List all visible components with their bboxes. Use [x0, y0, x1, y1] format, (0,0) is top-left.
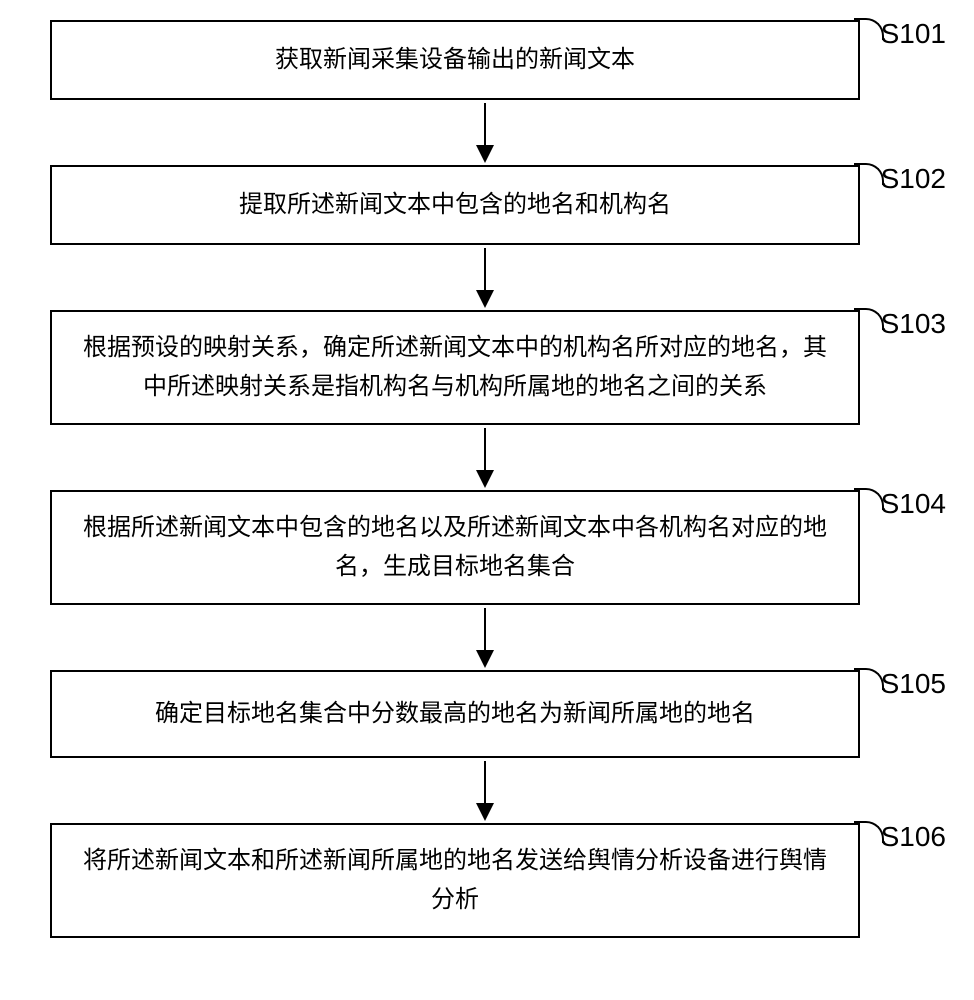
label-connector [854, 668, 884, 690]
flowchart-step: 将所述新闻文本和所述新闻所属地的地名发送给舆情分析设备进行舆情分析S106 [50, 823, 860, 938]
flowchart-step: 获取新闻采集设备输出的新闻文本S101 [50, 20, 860, 100]
label-connector [854, 488, 884, 510]
arrow-down-icon [50, 758, 920, 823]
arrow-down-icon [50, 425, 920, 490]
arrow-down-icon [50, 245, 920, 310]
flowchart-step: 提取所述新闻文本中包含的地名和机构名S102 [50, 165, 860, 245]
step-text: 获取新闻采集设备输出的新闻文本 [275, 41, 635, 79]
label-connector [854, 163, 884, 185]
step-label: S102 [881, 157, 946, 202]
arrow-down-icon [50, 100, 920, 165]
step-text: 将所述新闻文本和所述新闻所属地的地名发送给舆情分析设备进行舆情分析 [72, 842, 838, 919]
flowchart-step: 确定目标地名集合中分数最高的地名为新闻所属地的地名S105 [50, 670, 860, 758]
step-label: S106 [881, 815, 946, 860]
label-connector [854, 308, 884, 330]
step-text: 提取所述新闻文本中包含的地名和机构名 [239, 186, 671, 224]
flowchart-container: 获取新闻采集设备输出的新闻文本S101 提取所述新闻文本中包含的地名和机构名S1… [50, 20, 920, 938]
arrow-down-icon [50, 605, 920, 670]
label-connector [854, 18, 884, 40]
step-label: S101 [881, 12, 946, 57]
step-label: S104 [881, 482, 946, 527]
step-text: 根据预设的映射关系，确定所述新闻文本中的机构名所对应的地名，其中所述映射关系是指… [72, 329, 838, 406]
flowchart-step: 根据预设的映射关系，确定所述新闻文本中的机构名所对应的地名，其中所述映射关系是指… [50, 310, 860, 425]
flowchart-step: 根据所述新闻文本中包含的地名以及所述新闻文本中各机构名对应的地名，生成目标地名集… [50, 490, 860, 605]
label-connector [854, 821, 884, 843]
step-text: 根据所述新闻文本中包含的地名以及所述新闻文本中各机构名对应的地名，生成目标地名集… [72, 509, 838, 586]
step-label: S105 [881, 662, 946, 707]
step-text: 确定目标地名集合中分数最高的地名为新闻所属地的地名 [155, 695, 755, 733]
step-label: S103 [881, 302, 946, 347]
